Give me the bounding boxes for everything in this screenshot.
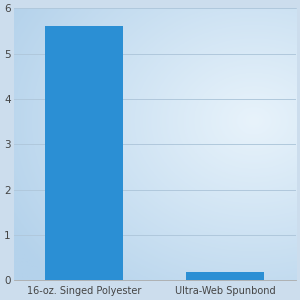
Bar [187, 272, 264, 280]
Bar [45, 26, 123, 280]
